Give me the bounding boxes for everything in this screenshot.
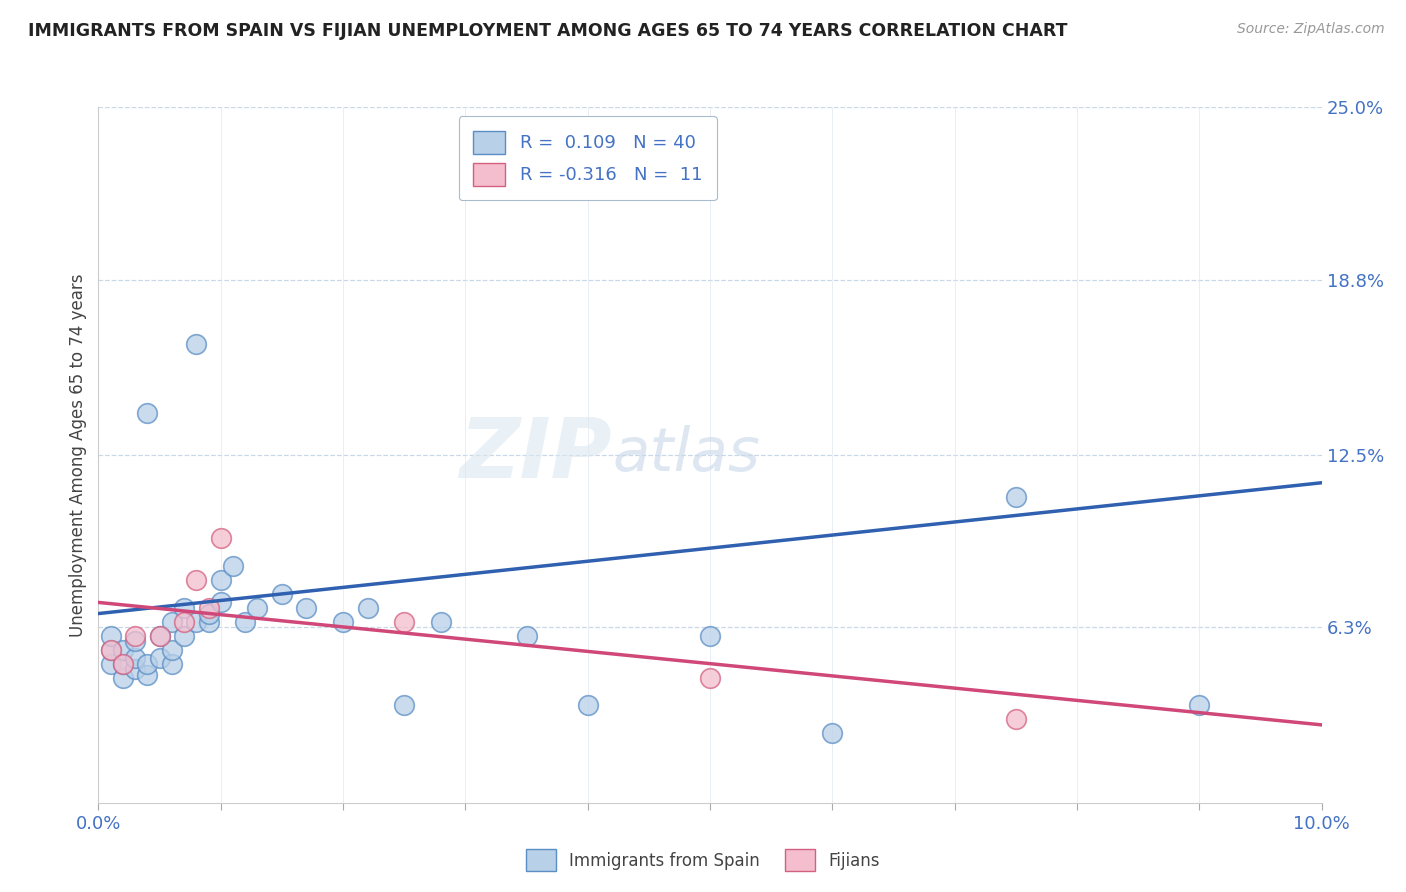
Point bbox=[173, 601, 195, 615]
Point bbox=[160, 642, 183, 657]
Point bbox=[149, 629, 172, 643]
Point bbox=[111, 642, 134, 657]
Point bbox=[699, 671, 721, 685]
Point bbox=[100, 642, 122, 657]
Point bbox=[576, 698, 599, 713]
Point bbox=[186, 615, 208, 629]
Text: ZIP: ZIP bbox=[460, 415, 612, 495]
Point bbox=[111, 657, 134, 671]
Text: Source: ZipAtlas.com: Source: ZipAtlas.com bbox=[1237, 22, 1385, 37]
Point bbox=[136, 406, 159, 420]
Point bbox=[209, 532, 232, 546]
Point bbox=[197, 607, 219, 621]
Text: IMMIGRANTS FROM SPAIN VS FIJIAN UNEMPLOYMENT AMONG AGES 65 TO 74 YEARS CORRELATI: IMMIGRANTS FROM SPAIN VS FIJIAN UNEMPLOY… bbox=[28, 22, 1067, 40]
Point bbox=[136, 667, 159, 681]
Point bbox=[136, 657, 159, 671]
Point bbox=[197, 601, 219, 615]
Point bbox=[100, 642, 122, 657]
Point bbox=[332, 615, 354, 629]
Point bbox=[124, 634, 146, 648]
Point bbox=[124, 662, 146, 676]
Point bbox=[100, 629, 122, 643]
Point bbox=[124, 651, 146, 665]
Point bbox=[209, 573, 232, 587]
Legend: Immigrants from Spain, Fijians: Immigrants from Spain, Fijians bbox=[517, 841, 889, 880]
Point bbox=[160, 615, 183, 629]
Point bbox=[1188, 698, 1211, 713]
Point bbox=[1004, 712, 1026, 726]
Point bbox=[186, 573, 208, 587]
Point bbox=[160, 657, 183, 671]
Point bbox=[149, 651, 172, 665]
Point bbox=[295, 601, 318, 615]
Point bbox=[100, 657, 122, 671]
Point bbox=[1004, 490, 1026, 504]
Y-axis label: Unemployment Among Ages 65 to 74 years: Unemployment Among Ages 65 to 74 years bbox=[69, 273, 87, 637]
Point bbox=[821, 726, 844, 740]
Point bbox=[173, 615, 195, 629]
Point bbox=[209, 595, 232, 609]
Point bbox=[124, 629, 146, 643]
Point bbox=[173, 629, 195, 643]
Point bbox=[149, 629, 172, 643]
Text: atlas: atlas bbox=[612, 425, 761, 484]
Point bbox=[222, 559, 245, 574]
Point bbox=[430, 615, 453, 629]
Point bbox=[270, 587, 292, 601]
Point bbox=[111, 657, 134, 671]
Legend: R =  0.109   N = 40, R = -0.316   N =  11: R = 0.109 N = 40, R = -0.316 N = 11 bbox=[458, 116, 717, 201]
Point bbox=[233, 615, 256, 629]
Point bbox=[516, 629, 538, 643]
Point bbox=[111, 671, 134, 685]
Point bbox=[392, 698, 416, 713]
Point bbox=[197, 615, 219, 629]
Point bbox=[356, 601, 378, 615]
Point bbox=[699, 629, 721, 643]
Point bbox=[246, 601, 269, 615]
Point bbox=[392, 615, 416, 629]
Point bbox=[186, 336, 208, 351]
